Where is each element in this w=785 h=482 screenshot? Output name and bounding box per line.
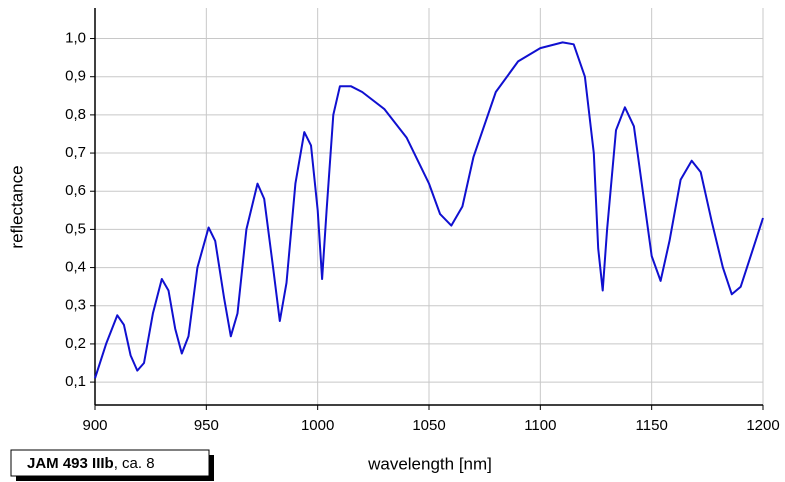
label-text: JAM 493 IIIb, ca. 8 <box>27 455 155 472</box>
y-tick-label: 0,2 <box>65 335 86 352</box>
x-tick-label: 1100 <box>524 417 556 434</box>
y-axis-label: reflectance <box>7 165 26 248</box>
x-tick-label: 1200 <box>746 417 779 434</box>
x-axis-label: wavelength [nm] <box>367 454 492 473</box>
x-tick-label: 950 <box>194 417 219 434</box>
label-box <box>10 449 210 477</box>
x-tick-label: 1150 <box>636 417 668 434</box>
y-tick-label: 0,1 <box>65 373 86 390</box>
data-line <box>94 41 764 379</box>
y-tick-label: 0,8 <box>65 106 86 123</box>
y-tick-label: 0,6 <box>65 182 86 199</box>
label-bold: JAM 493 IIIb <box>27 455 114 472</box>
y-tick-label: 0,9 <box>65 68 86 85</box>
y-tick-label: 0,5 <box>65 220 86 237</box>
x-tick-label: 1050 <box>412 417 445 434</box>
y-tick-label: 0,7 <box>65 144 86 161</box>
label-rest: , ca. 8 <box>114 455 155 472</box>
x-tick-label: 1000 <box>301 417 334 434</box>
y-tick-label: 0,3 <box>65 297 86 314</box>
x-tick-label: 900 <box>82 417 107 434</box>
y-tick-label: 0,4 <box>65 259 86 276</box>
y-tick-label: 1,0 <box>65 30 86 47</box>
